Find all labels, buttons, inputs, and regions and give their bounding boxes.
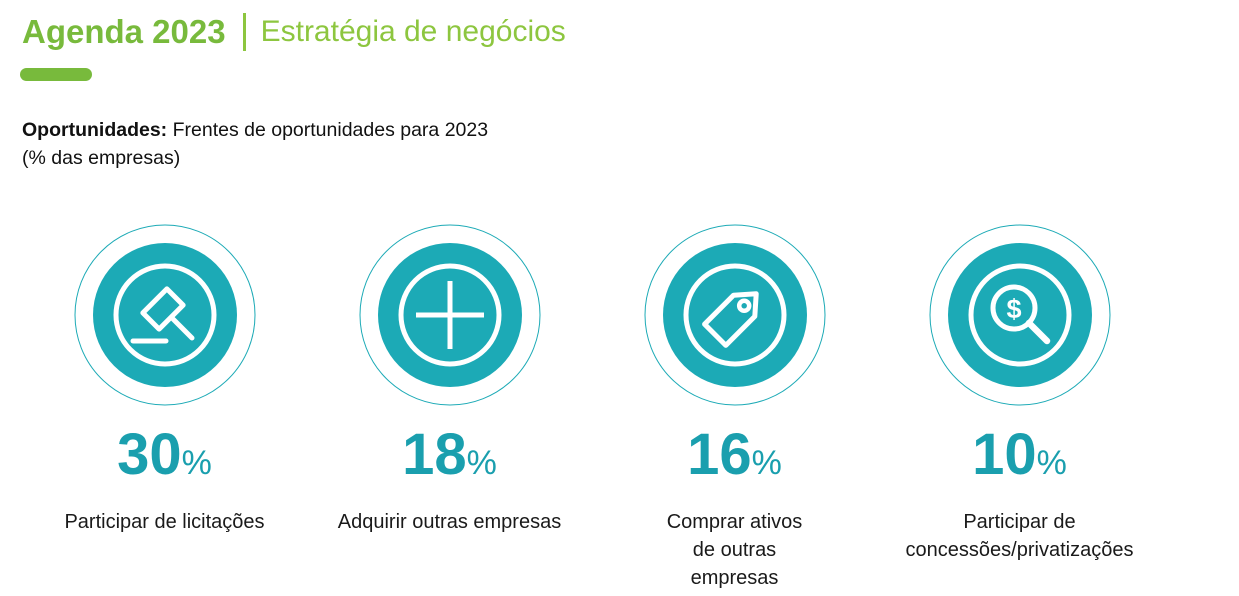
title-main: Agenda 2023 xyxy=(22,13,226,50)
intro-line1: Frentes de oportunidades para 2023 xyxy=(172,119,489,141)
percentage-value: 30% xyxy=(117,422,212,487)
title-underline xyxy=(20,68,92,81)
intro-text: Oportunidades: Frentes de oportunidades … xyxy=(22,117,642,172)
page-title: Agenda 2023 Estratégia de negócios xyxy=(22,10,1239,54)
tag-icon xyxy=(644,224,826,406)
percentage-value: 16% xyxy=(687,422,782,487)
title-subtitle: Estratégia de negócios xyxy=(260,15,566,48)
gavel-icon xyxy=(74,224,256,406)
opportunity-label: Adquirir outras empresas xyxy=(337,511,562,533)
dollar-sign: $ xyxy=(1006,294,1021,324)
opportunities-row: 30% Participar de licitações 18% xyxy=(22,224,1162,592)
opportunity-label: Participar de licitações xyxy=(64,511,265,533)
opportunity-item-concessoes: $ 10% Participar de concessões/privatiza… xyxy=(877,224,1162,592)
title-divider xyxy=(242,13,246,51)
opportunity-item-adquirir: 18% Adquirir outras empresas xyxy=(307,224,592,592)
search-dollar-icon: $ xyxy=(929,224,1111,406)
opportunity-item-comprar-ativos: 16% Comprar ativos de outras empresas xyxy=(592,224,877,592)
opportunity-label: Participar de concessões/privatizações xyxy=(905,511,1134,561)
intro-lead: Oportunidades: xyxy=(22,119,168,141)
percentage-value: 10% xyxy=(972,422,1067,487)
percentage-value: 18% xyxy=(402,422,497,487)
plus-icon xyxy=(359,224,541,406)
intro-line2: (% das empresas) xyxy=(22,146,181,169)
opportunity-item-licitacoes: 30% Participar de licitações xyxy=(22,224,307,592)
opportunity-label: Comprar ativos de outras empresas xyxy=(666,511,803,589)
